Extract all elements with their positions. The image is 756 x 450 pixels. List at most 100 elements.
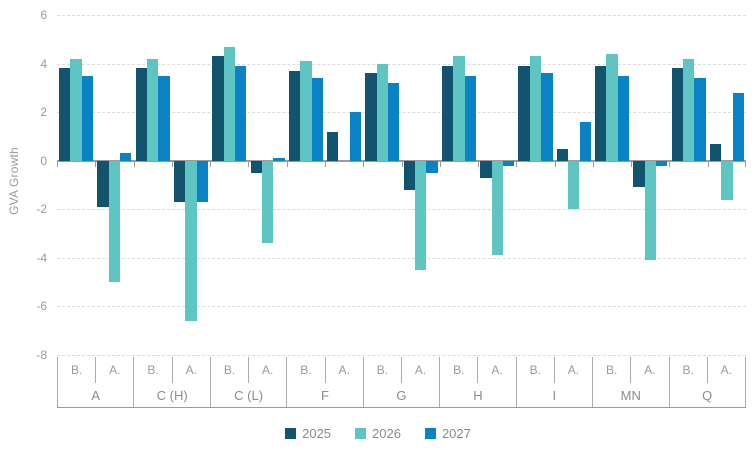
x-group-label: MN <box>620 387 641 403</box>
bar-group-mn <box>593 15 670 355</box>
subgroup <box>670 15 708 355</box>
baseline-tick <box>134 161 135 167</box>
bar-2026-cl-A[interactable] <box>261 160 274 244</box>
bar-2027-q-A[interactable] <box>732 92 744 161</box>
bar-2026-h-A[interactable] <box>491 160 503 256</box>
bar-2026-a-A[interactable] <box>108 160 121 283</box>
gridline <box>57 63 746 65</box>
x-axis-labels: B. A. A B. A. C (H) B. A. C (L) B. A. F B. A. G B. A. H B.… <box>57 357 746 408</box>
bar-2025-ch-B[interactable] <box>135 68 148 161</box>
x-subgroup-row: B. A. <box>517 357 592 383</box>
bar-2027-g-A[interactable] <box>426 160 438 173</box>
subgroup <box>593 15 631 355</box>
bar-2025-ch-A[interactable] <box>173 160 186 202</box>
legend-item-2026[interactable]: 2026 <box>355 426 401 441</box>
gridline <box>57 15 746 16</box>
bar-2025-a-A[interactable] <box>97 160 109 207</box>
x-subgroup-label: A. <box>706 357 745 383</box>
baseline-tick <box>325 161 326 167</box>
y-tick-label: 0 <box>40 153 47 168</box>
bar-2026-g-B[interactable] <box>376 63 389 161</box>
bar-2025-mn-A[interactable] <box>633 160 645 188</box>
legend: 2025 2026 2027 <box>0 423 756 443</box>
bar-2027-h-A[interactable] <box>502 160 515 166</box>
bar-2027-i-A[interactable] <box>579 121 591 161</box>
subgroup <box>95 15 133 355</box>
x-subgroup-label: B. <box>300 363 312 377</box>
bar-2027-cl-A[interactable] <box>273 158 285 161</box>
bar-2026-h-B[interactable] <box>453 56 465 161</box>
bar-2027-f-B[interactable] <box>311 78 323 161</box>
subgroup <box>287 15 325 355</box>
x-group-label: C (L) <box>234 387 264 403</box>
subgroup <box>478 15 516 355</box>
x-subgroup-label: B. <box>606 363 618 377</box>
subgroup <box>402 15 440 355</box>
bar-group-h <box>440 15 517 355</box>
bar-2027-cl-B[interactable] <box>234 66 247 161</box>
legend-item-2025[interactable]: 2025 <box>285 426 331 441</box>
bar-2027-ch-A[interactable] <box>196 160 209 202</box>
bar-group-g <box>363 15 440 355</box>
bar-2026-cl-B[interactable] <box>223 46 235 161</box>
gridline <box>57 209 746 211</box>
bar-2027-i-B[interactable] <box>541 73 553 161</box>
bar-2026-i-A[interactable] <box>568 160 580 210</box>
bar-2027-a-A[interactable] <box>120 153 132 161</box>
bar-2025-f-A[interactable] <box>327 131 339 161</box>
bar-2025-g-A[interactable] <box>403 160 415 190</box>
bar-2025-q-A[interactable] <box>709 143 722 161</box>
bar-2025-h-A[interactable] <box>480 160 492 178</box>
y-tick-label: 4 <box>40 56 47 71</box>
x-group-label: F <box>321 387 329 403</box>
bar-2025-cl-A[interactable] <box>250 160 262 173</box>
x-group-label: H <box>473 387 483 403</box>
bar-2025-q-B[interactable] <box>671 68 683 161</box>
bar-2027-q-B[interactable] <box>694 78 706 161</box>
baseline-tick <box>402 161 403 167</box>
subgroup <box>248 15 286 355</box>
legend-item-2027[interactable]: 2027 <box>424 426 471 441</box>
bar-2026-a-B[interactable] <box>70 58 82 161</box>
x-group-cl: B. A. C (L) <box>209 357 286 407</box>
x-subgroup-label: A. <box>553 357 592 383</box>
x-subgroup-label: B. <box>682 363 694 377</box>
bar-2025-i-A[interactable] <box>556 148 569 161</box>
bar-2027-a-B[interactable] <box>81 75 94 161</box>
bar-group-f <box>287 15 364 355</box>
bar-2025-i-B[interactable] <box>518 66 530 161</box>
bar-2025-h-B[interactable] <box>441 66 454 161</box>
baseline-tick <box>745 161 746 167</box>
bar-2027-ch-B[interactable] <box>158 75 170 161</box>
x-group-ch: B. A. C (H) <box>133 357 209 407</box>
x-subgroup-row: B. A. <box>58 357 133 383</box>
bar-2026-q-B[interactable] <box>682 58 695 161</box>
zero-baseline <box>57 159 746 162</box>
gridline <box>57 355 746 356</box>
x-group-a: B. A. A <box>57 357 133 407</box>
bar-2027-h-B[interactable] <box>464 75 477 161</box>
bar-2025-cl-B[interactable] <box>212 56 224 161</box>
bar-2026-mn-B[interactable] <box>606 53 618 161</box>
bar-2027-mn-B[interactable] <box>617 75 630 161</box>
bar-2027-mn-A[interactable] <box>656 160 668 166</box>
bar-2027-g-B[interactable] <box>388 83 400 161</box>
baseline-tick <box>708 161 709 167</box>
bar-2026-q-A[interactable] <box>721 160 733 200</box>
bar-2025-mn-B[interactable] <box>595 66 607 161</box>
bar-2026-ch-A[interactable] <box>185 160 197 321</box>
bar-2026-i-B[interactable] <box>529 56 542 161</box>
bar-2025-f-B[interactable] <box>288 70 301 161</box>
bar-2027-f-A[interactable] <box>349 112 362 161</box>
bar-2026-mn-A[interactable] <box>644 160 657 261</box>
bar-2026-g-A[interactable] <box>415 160 427 270</box>
bar-2026-ch-B[interactable] <box>147 58 159 161</box>
bar-group-a <box>57 15 134 355</box>
bar-2025-g-B[interactable] <box>365 73 377 161</box>
x-group-f: B. A. F <box>286 357 362 407</box>
x-subgroup-row: B. A. <box>134 357 209 383</box>
bar-2025-a-B[interactable] <box>59 68 71 161</box>
x-group-label: I <box>552 387 557 403</box>
bar-2026-f-B[interactable] <box>300 61 312 161</box>
